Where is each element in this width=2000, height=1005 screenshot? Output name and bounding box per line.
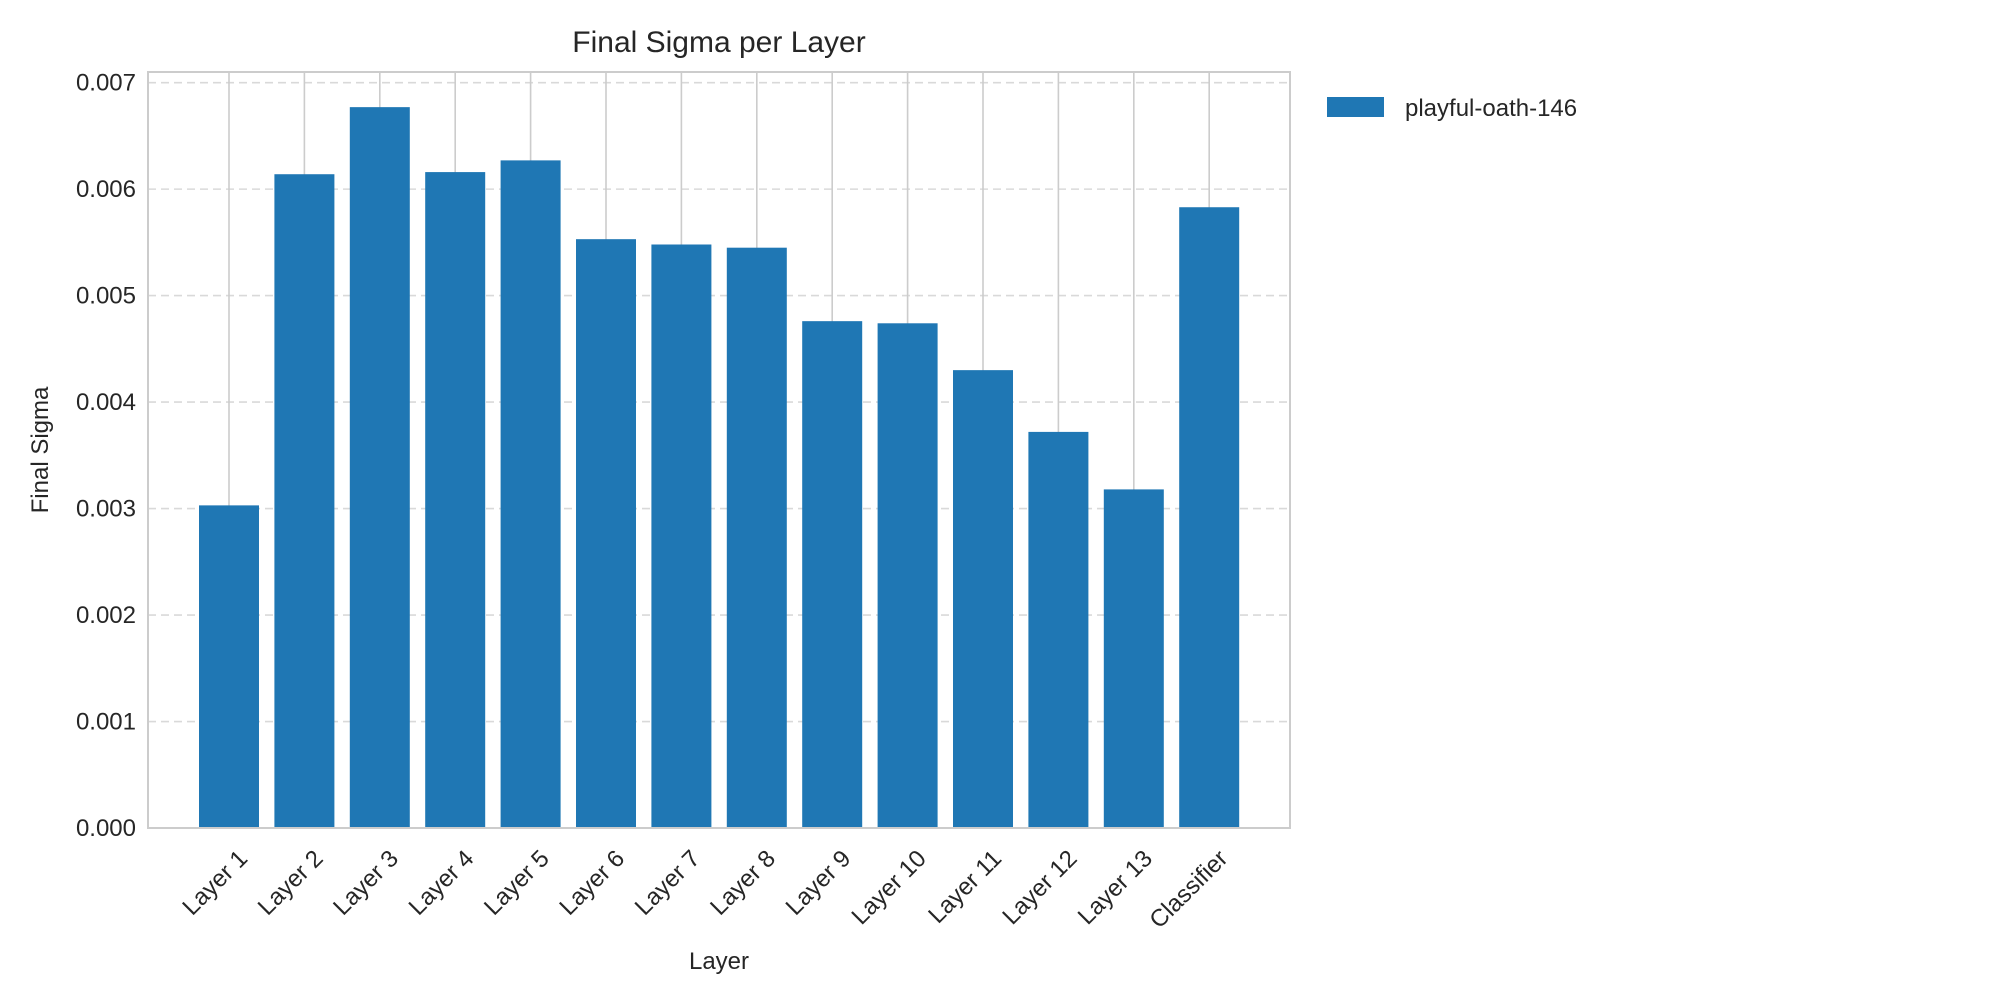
bar-layer-1 — [199, 505, 259, 828]
bar-layer-11 — [953, 370, 1013, 828]
y-tick-label: 0.005 — [76, 283, 136, 310]
y-tick-label: 0.006 — [76, 176, 136, 203]
bar-layer-5 — [500, 160, 561, 829]
y-tick-labels: 0.000 0.001 0.002 0.003 0.004 0.005 0.006 0.007 — [76, 70, 136, 842]
y-tick-label: 0.003 — [76, 496, 136, 523]
bar-classifier — [1179, 207, 1240, 829]
plot-frame — [147, 71, 1291, 829]
chart-title: Final Sigma per Layer — [572, 26, 865, 59]
bar-layer-9 — [802, 321, 863, 828]
y-tick-label: 0.002 — [76, 602, 136, 629]
y-tick-label: 0.007 — [76, 70, 136, 97]
legend: playful-oath-146 — [1327, 95, 1577, 122]
y-axis-label: Final Sigma — [27, 386, 54, 513]
y-tick-label: 0.004 — [76, 389, 136, 416]
legend-swatch — [1327, 97, 1384, 117]
x-axis-label: Layer — [689, 948, 749, 975]
bar-layer-3 — [349, 107, 410, 828]
bar-layer-2 — [274, 174, 335, 828]
legend-label: playful-oath-146 — [1405, 95, 1577, 122]
bar-layer-8 — [726, 247, 787, 829]
bar-layer-10 — [877, 323, 938, 828]
bars — [199, 107, 1240, 829]
bar-layer-12 — [1028, 431, 1089, 828]
bar-layer-4 — [425, 172, 486, 828]
bar-layer-6 — [576, 239, 636, 829]
bar-layer-7 — [651, 244, 712, 828]
y-tick-label: 0.001 — [76, 709, 136, 736]
y-tick-label: 0.000 — [76, 815, 136, 842]
bar-layer-13 — [1103, 489, 1164, 828]
